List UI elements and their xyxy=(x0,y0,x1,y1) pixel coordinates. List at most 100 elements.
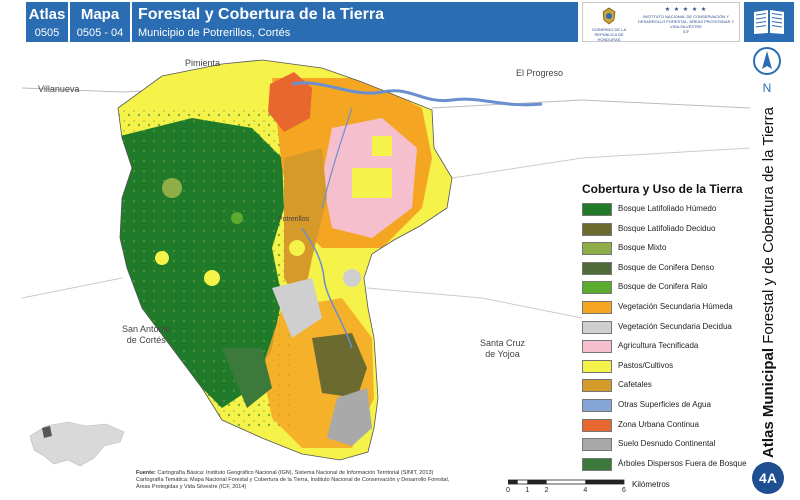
legend-label: Zona Urbana Continua xyxy=(618,419,699,429)
road-line xyxy=(431,99,750,109)
legend-swatch xyxy=(582,301,612,314)
scale-unit: Kilómetros xyxy=(632,480,670,489)
place-villanueva: Villanueva xyxy=(38,84,80,94)
legend-swatch xyxy=(582,418,612,432)
honduras-inset-map xyxy=(29,421,125,467)
legend-label: Cafetales xyxy=(618,380,652,390)
atlas-code-box: Atlas 0505 xyxy=(26,2,68,42)
legend-item: Bosque de Conifera Ralo xyxy=(580,280,750,296)
map-code: 0505 - 04 xyxy=(76,27,124,39)
country-outline xyxy=(29,421,125,467)
legend-label: Bosque Latifoliado Deciduo xyxy=(618,223,716,233)
legend-item: Bosque Latifoliado Húmedo xyxy=(580,202,750,218)
legend-item: Suelo Desnudo Continental xyxy=(580,437,750,453)
legend-item: Vegetación Secundaria Decidua xyxy=(580,320,750,336)
legend-swatch xyxy=(582,340,612,354)
municipality-boundary xyxy=(117,59,453,461)
boundary-line xyxy=(22,277,123,299)
source-line-3: Áreas Protegidas y Vida Silvestre (ICF, … xyxy=(136,484,247,490)
river-ulua xyxy=(291,81,543,107)
legend-swatch xyxy=(582,261,612,275)
legend-item: Bosque de Conifera Denso xyxy=(580,261,750,277)
legend-swatch xyxy=(582,203,612,216)
legend-swatch xyxy=(582,222,612,236)
header: Atlas 0505 Mapa 0505 - 04 Forestal y Cob… xyxy=(0,0,800,44)
open-book-icon xyxy=(744,2,794,42)
scale-tick-label: 0 xyxy=(506,487,510,494)
legend-title: Cobertura y Uso de la Tierra xyxy=(582,182,743,196)
land-cover-layers xyxy=(118,60,452,460)
map-code-box: Mapa 0505 - 04 xyxy=(70,2,130,42)
map-title: Forestal y Cobertura de la Tierra xyxy=(138,6,385,23)
side-title: Atlas Municipal Forestal y de Cobertura … xyxy=(760,107,786,458)
source-line-1: Cartografía Básica: Instituto Geográfico… xyxy=(157,470,434,476)
stars-icon: ★ ★ ★ ★ ★ xyxy=(664,7,708,13)
map-sheet-badge: 4A xyxy=(752,462,784,494)
legend-item: Bosque Latifoliado Deciduo xyxy=(580,222,750,238)
legend-item: Otras Superficies de Agua xyxy=(580,398,750,414)
santa-cruz-line2: de Yojoa xyxy=(485,349,520,359)
legend-item: Vegetación Secundaria Húmeda xyxy=(580,300,750,316)
government-logo-text: GOBIERNO DE LA REPÚBLICA DE HONDURAS xyxy=(591,27,627,42)
legend-label: Pastos/Cultivos xyxy=(618,360,674,370)
map-label: Mapa xyxy=(80,6,120,23)
place-pimienta: Pimienta xyxy=(185,58,221,68)
legend-swatch xyxy=(582,379,612,393)
river-tributary xyxy=(321,107,353,209)
san-antonio-line2: de Cortés xyxy=(126,335,166,345)
scale-tick-label: 4 xyxy=(583,487,588,494)
source-line-2: Cartografía Temática: Mapa Nacional Fore… xyxy=(136,477,450,483)
legend-item: Pastos/Cultivos xyxy=(580,359,750,375)
north-arrow-icon: N xyxy=(753,47,781,95)
legend-swatch xyxy=(582,281,612,295)
side-title-rest: Forestal y de Cobertura de la Tierra xyxy=(760,107,777,348)
north-letter: N xyxy=(763,81,772,95)
icf-logo: ★ ★ ★ ★ ★ INSTITUTO NACIONAL DE CONSERVA… xyxy=(635,6,737,40)
legend-swatch xyxy=(582,457,612,471)
boundary-line xyxy=(366,287,583,319)
legend-swatch xyxy=(582,359,612,373)
legend-label: Árboles Dispersos Fuera de Bosque xyxy=(618,458,747,468)
legend-swatch xyxy=(582,242,612,256)
logos-panel: GOBIERNO DE LA REPÚBLICA DE HONDURAS ★ ★… xyxy=(582,2,740,42)
legend-label: Bosque Latifoliado Húmedo xyxy=(618,204,717,213)
legend-swatch xyxy=(582,399,612,412)
north-arrow: N xyxy=(752,46,782,96)
santa-cruz-line1: Santa Cruz xyxy=(480,338,526,348)
icf-logo-text: INSTITUTO NACIONAL DE CONSERVACIÓN Y DES… xyxy=(635,14,737,34)
atlas-code: 0505 xyxy=(34,27,60,39)
side-title-bold: Atlas Municipal xyxy=(760,347,777,458)
legend-item: Árboles Dispersos Fuera de Bosque xyxy=(580,457,750,473)
legend-item: Cafetales xyxy=(580,378,750,394)
scale-tick-label: 2 xyxy=(544,487,549,494)
source-label: Fuente: xyxy=(136,470,156,476)
boundary-line xyxy=(451,147,750,179)
legend-item: Agricultura Tecnificada xyxy=(580,339,750,355)
legend-swatch xyxy=(582,438,612,452)
location-highlight xyxy=(42,426,52,438)
scale-bar-graphic xyxy=(508,479,625,485)
icf-short: ICF xyxy=(682,29,690,34)
legend-swatch xyxy=(582,320,612,334)
government-logo: GOBIERNO DE LA REPÚBLICA DE HONDURAS xyxy=(587,6,631,42)
scale-tick-label: 1 xyxy=(525,487,530,494)
title-box: Forestal y Cobertura de la Tierra Munici… xyxy=(132,2,578,42)
legend: Cobertura y Uso de la Tierra Bosque Lati… xyxy=(580,182,750,472)
scale-tick-label: 6 xyxy=(622,487,626,494)
coat-of-arms-icon xyxy=(602,7,616,25)
legend-label: Bosque de Conifera Denso xyxy=(618,262,715,272)
atlas-label: Atlas xyxy=(28,6,66,23)
place-santa-cruz: Santa Cruz de Yojoa xyxy=(480,338,525,360)
legend-label: Vegetación Secundaria Decidua xyxy=(618,321,732,331)
map-subtitle: Municipio de Potrerillos, Cortés xyxy=(138,27,291,39)
source-notes: Fuente: Cartografía Básica: Instituto Ge… xyxy=(136,470,496,491)
legend-label: Bosque Mixto xyxy=(618,243,667,253)
legend-label: Otras Superficies de Agua xyxy=(618,400,711,409)
legend-label: Bosque de Conifera Ralo xyxy=(618,282,708,292)
river-tributary xyxy=(301,227,353,349)
place-san-antonio: San Antonio de Cortés xyxy=(122,324,171,346)
icf-name: INSTITUTO NACIONAL DE CONSERVACIÓN Y DES… xyxy=(637,14,735,29)
legend-label: Suelo Desnudo Continental xyxy=(618,439,716,449)
legend-label: Agricultura Tecnificada xyxy=(618,341,699,351)
place-el-progreso: El Progreso xyxy=(516,68,564,78)
